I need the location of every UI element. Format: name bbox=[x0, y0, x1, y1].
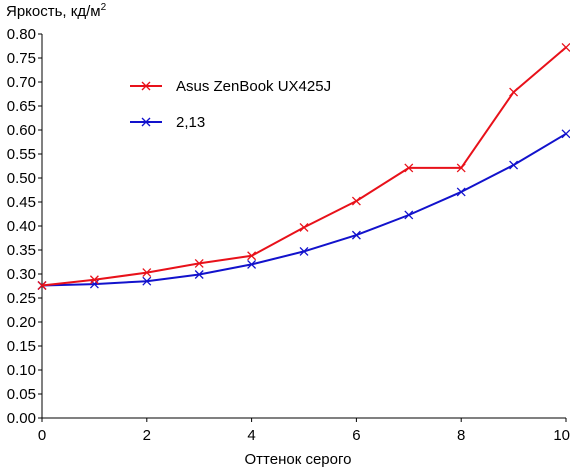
y-tick-label: 0.35 bbox=[7, 242, 36, 259]
series-2-point bbox=[247, 259, 257, 269]
series-2-point bbox=[509, 160, 519, 170]
y-tick-label: 0.40 bbox=[7, 218, 36, 235]
y-axis-ticks: 0.00 0.05 0.10 0.15 0.20 0.25 0.30 0.35 0.40 0.45… bbox=[7, 26, 42, 427]
y-tick-label: 0.30 bbox=[7, 266, 36, 283]
series-1-point bbox=[299, 222, 309, 232]
series-1-point bbox=[404, 163, 414, 173]
y-tick-label: 0.20 bbox=[7, 314, 36, 331]
series-2-point bbox=[89, 279, 99, 289]
y-tick-label: 0.55 bbox=[7, 146, 36, 163]
x-tick-label: 6 bbox=[352, 427, 360, 444]
series-1-point bbox=[247, 251, 257, 261]
series-1-point bbox=[194, 258, 204, 268]
legend: Asus ZenBook UX425J 2,13 bbox=[130, 78, 331, 131]
series-layer bbox=[37, 42, 570, 290]
series-1-point bbox=[142, 268, 152, 278]
series-1-point bbox=[89, 275, 99, 285]
y-tick-label: 0.75 bbox=[7, 50, 36, 67]
x-axis-label: Оттенок серого bbox=[245, 451, 352, 468]
series-2-point bbox=[561, 129, 570, 139]
y-tick-label: 0.50 bbox=[7, 170, 36, 187]
legend-marker bbox=[141, 117, 151, 127]
series-2-point bbox=[194, 270, 204, 279]
legend-item-1: Asus ZenBook UX425J bbox=[130, 78, 331, 95]
series-1-point bbox=[37, 281, 47, 290]
x-tick-label: 4 bbox=[247, 427, 255, 444]
legend-label: Asus ZenBook UX425J bbox=[176, 78, 331, 95]
series-1-point bbox=[509, 87, 519, 97]
y-tick-label: 0.65 bbox=[7, 98, 36, 115]
y-axis-label-superscript: 2 bbox=[101, 2, 107, 13]
series-2-point bbox=[456, 187, 466, 197]
series-1 bbox=[37, 42, 570, 290]
y-tick-label: 0.15 bbox=[7, 338, 36, 355]
y-tick-label: 0.10 bbox=[7, 362, 36, 379]
legend-label: 2,13 bbox=[176, 114, 205, 131]
series-1-point bbox=[561, 42, 570, 52]
y-tick-label: 0.70 bbox=[7, 74, 36, 91]
series-2-line bbox=[41, 132, 567, 287]
x-tick-label: 2 bbox=[143, 427, 151, 444]
x-tick-label: 10 bbox=[553, 427, 570, 444]
y-tick-label: 0.00 bbox=[7, 410, 36, 427]
series-2-point bbox=[299, 246, 309, 256]
series-2-point bbox=[351, 230, 361, 240]
legend-marker bbox=[141, 81, 151, 91]
legend-item-2: 2,13 bbox=[130, 114, 205, 131]
x-axis-ticks: 0 2 4 6 8 10 bbox=[38, 418, 570, 444]
y-axis-label: Яркость, кд/м2 bbox=[6, 2, 107, 20]
series-2 bbox=[37, 129, 570, 290]
x-tick-label: 0 bbox=[38, 427, 46, 444]
y-tick-label: 0.45 bbox=[7, 194, 36, 211]
series-2-point bbox=[142, 276, 152, 286]
series-1-point bbox=[351, 196, 361, 206]
series-2-point bbox=[404, 210, 414, 220]
series-1-point bbox=[456, 163, 466, 173]
y-tick-label: 0.60 bbox=[7, 122, 36, 139]
y-tick-label: 0.05 bbox=[7, 386, 36, 403]
x-tick-label: 8 bbox=[457, 427, 465, 444]
y-tick-label: 0.25 bbox=[7, 290, 36, 307]
y-tick-label: 0.80 bbox=[7, 26, 36, 43]
